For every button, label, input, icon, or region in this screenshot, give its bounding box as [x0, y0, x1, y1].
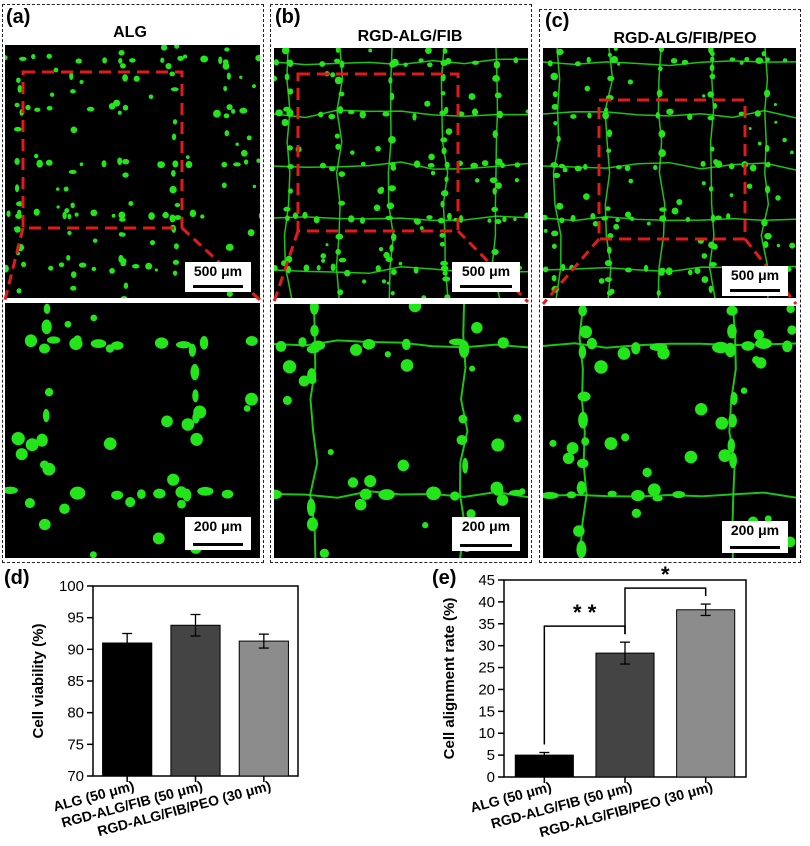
panel-c-title: RGD-ALG/FIB/PEO [613, 30, 757, 47]
bar [676, 609, 736, 778]
panel-c-label: (c) [545, 10, 570, 32]
y-tick-label: 85 [67, 673, 84, 690]
zoom-region-box [296, 72, 460, 233]
y-tick-label: 30 [478, 638, 495, 655]
y-tick-label: 95 [67, 610, 84, 627]
panel-a-frame [2, 4, 264, 563]
y-axis-label: Cell viability (%) [30, 623, 47, 738]
zoom-region-box [21, 70, 184, 230]
cell-texture [543, 306, 796, 558]
panel-b-title: RGD-ALG/FIB [357, 28, 463, 45]
y-tick-label: 100 [59, 578, 84, 595]
cell-texture [5, 303, 258, 558]
y-tick-label: 45 [478, 572, 495, 589]
bar [595, 652, 655, 778]
significance-label: * [661, 562, 670, 587]
panel-a-title: ALG [113, 24, 147, 41]
panel-b-label: (b) [275, 6, 301, 28]
chart-e: (e) 0 5 10 15 20 25 30 35 40 45 Cell alignment rate… [432, 562, 747, 840]
micrograph-c-bottom [543, 306, 796, 558]
y-tick-label: 35 [478, 616, 495, 633]
micrograph-a-bottom-svg [5, 303, 258, 558]
panel-a-label: (a) [6, 6, 31, 28]
scalebar-b-bottom: 200 μm [452, 517, 520, 551]
bar [170, 624, 221, 777]
micrograph-b-bottom [274, 304, 528, 558]
scalebar-c-bottom: 200 μm [722, 521, 788, 553]
y-tick-label: 90 [67, 641, 84, 658]
y-tick-label: 70 [67, 768, 84, 785]
panel-b-frame [270, 4, 532, 563]
chart-panel-label: (e) [432, 567, 456, 589]
bar [238, 640, 289, 777]
micrograph-a-bottom [5, 303, 260, 558]
micrograph-b-top-svg [274, 48, 528, 298]
y-tick-label: 5 [487, 747, 495, 764]
micrograph-b-bottom-svg [274, 304, 528, 558]
micrograph-c-bottom-svg [543, 306, 796, 558]
chart-panel-label: (d) [4, 567, 30, 589]
y-tick-label: 10 [478, 725, 495, 742]
scalebar-c-top: 500 μm [722, 266, 788, 296]
scalebar-a-top: 500 μm [185, 262, 251, 292]
significance-label: * * [573, 600, 597, 625]
scalebar-b-top: 500 μm [452, 262, 520, 292]
y-tick-label: 75 [67, 736, 84, 753]
y-axis-label: Cell alignment rate (%) [441, 598, 458, 760]
micrograph-c-top-svg [543, 48, 796, 298]
y-tick-label: 80 [67, 705, 84, 722]
zoom-region-box [597, 98, 747, 241]
y-tick-label: 15 [478, 703, 495, 720]
cell-texture [274, 304, 528, 558]
bar [514, 754, 574, 778]
y-tick-label: 0 [487, 769, 495, 786]
panel-c-frame [539, 9, 801, 563]
scalebar-a-bottom: 200 μm [185, 517, 251, 550]
bar [102, 642, 153, 777]
y-tick-label: 40 [478, 594, 495, 611]
y-tick-label: 25 [478, 660, 495, 677]
y-tick-label: 20 [478, 681, 495, 698]
significance-bracket [624, 587, 707, 635]
